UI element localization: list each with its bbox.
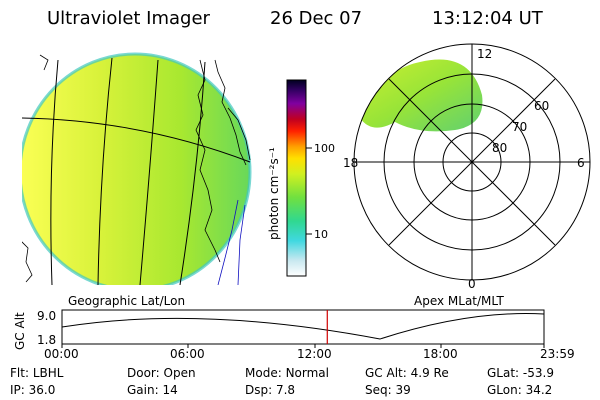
earth-disk [22, 54, 250, 285]
altitude-plot: 9.0 1.8 GC Alt 00:00 06:00 12:00 18:00 2… [13, 309, 575, 361]
status-dsp: Dsp: 7.8 [245, 383, 296, 397]
status-mode: Mode: Normal [245, 366, 329, 380]
time-tick-1200: 12:00 [297, 347, 332, 361]
longitude-lines [50, 57, 206, 285]
time-tick-0600: 06:00 [170, 347, 205, 361]
apex-label: Apex MLat/MLT [414, 294, 504, 308]
terminator-lines [217, 199, 246, 285]
colorbar-tick-10: 10 [314, 228, 328, 241]
instrument-title: Ultraviolet Imager [47, 8, 210, 29]
alt-tick-1-8: 1.8 [37, 333, 56, 347]
status-filter: Flt: LBHL [10, 366, 64, 380]
time-tick-1800: 18:00 [423, 347, 458, 361]
status-gain: Gain: 14 [127, 383, 178, 397]
status-gc-alt: GC Alt: 4.9 Re [365, 366, 449, 380]
colorbar-unit-label: photon cm⁻²s⁻¹ [267, 147, 281, 240]
magnetic-polar-map: 12 18 6 0 60 70 80 [343, 43, 591, 291]
mlt-label-12: 12 [477, 47, 492, 61]
image-time: 13:12:04 UT [432, 8, 543, 29]
geographic-label: Geographic Lat/Lon [68, 294, 185, 308]
status-ip: IP: 36.0 [10, 383, 56, 397]
auroral-oval [360, 59, 483, 132]
status-seq: Seq: 39 [365, 383, 411, 397]
status-glon: GLon: 34.2 [487, 383, 553, 397]
mlt-label-6: 6 [577, 156, 585, 170]
status-glat: GLat: -53.9 [487, 366, 554, 380]
mlt-label-0: 0 [468, 277, 476, 291]
alt-axis-label: GC Alt [13, 312, 27, 350]
mlat-label-60: 60 [534, 99, 549, 113]
mlt-label-18: 18 [343, 156, 358, 170]
image-date: 26 Dec 07 [270, 8, 363, 29]
mlat-label-80: 80 [492, 141, 507, 155]
status-door: Door: Open [127, 366, 196, 380]
latitude-line [22, 117, 251, 163]
time-tick-0000: 00:00 [44, 347, 79, 361]
geographic-map [22, 52, 252, 285]
altitude-curve [61, 313, 545, 340]
alt-tick-9: 9.0 [37, 309, 56, 323]
mlat-label-70: 70 [512, 120, 527, 134]
colorbar-tick-100: 100 [314, 142, 335, 155]
color-scale-bar [286, 79, 307, 277]
coastlines [22, 54, 251, 283]
time-tick-2359: 23:59 [540, 347, 575, 361]
